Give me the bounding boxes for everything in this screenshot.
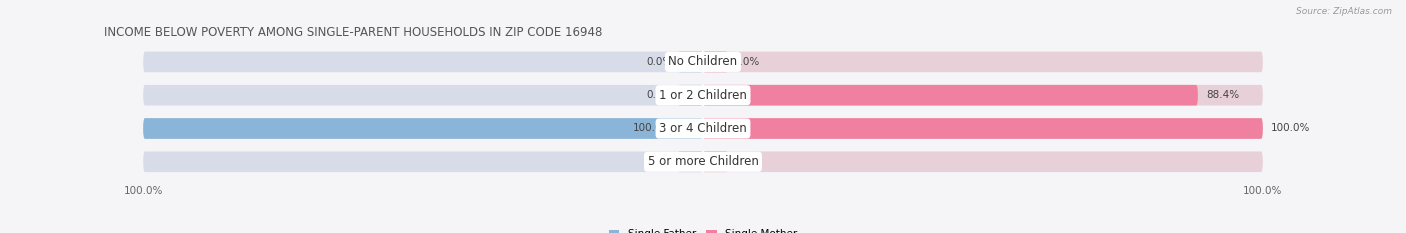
FancyBboxPatch shape — [703, 85, 1263, 106]
Text: INCOME BELOW POVERTY AMONG SINGLE-PARENT HOUSEHOLDS IN ZIP CODE 16948: INCOME BELOW POVERTY AMONG SINGLE-PARENT… — [104, 26, 603, 39]
FancyBboxPatch shape — [703, 151, 1263, 172]
FancyBboxPatch shape — [703, 151, 728, 172]
FancyBboxPatch shape — [703, 118, 1263, 139]
FancyBboxPatch shape — [143, 118, 703, 139]
FancyBboxPatch shape — [143, 51, 703, 72]
Text: 100.0%: 100.0% — [1271, 123, 1310, 134]
Text: 5 or more Children: 5 or more Children — [648, 155, 758, 168]
Text: 0.0%: 0.0% — [645, 157, 672, 167]
FancyBboxPatch shape — [678, 151, 703, 172]
FancyBboxPatch shape — [703, 85, 1198, 106]
FancyBboxPatch shape — [143, 85, 703, 106]
Text: 0.0%: 0.0% — [645, 57, 672, 67]
Text: 0.0%: 0.0% — [734, 57, 761, 67]
FancyBboxPatch shape — [143, 118, 703, 139]
FancyBboxPatch shape — [678, 51, 703, 72]
FancyBboxPatch shape — [143, 151, 703, 172]
Text: 1 or 2 Children: 1 or 2 Children — [659, 89, 747, 102]
Text: 0.0%: 0.0% — [734, 157, 761, 167]
Text: 3 or 4 Children: 3 or 4 Children — [659, 122, 747, 135]
Text: No Children: No Children — [668, 55, 738, 69]
FancyBboxPatch shape — [703, 51, 728, 72]
Text: 0.0%: 0.0% — [645, 90, 672, 100]
FancyBboxPatch shape — [678, 85, 703, 106]
FancyBboxPatch shape — [703, 51, 1263, 72]
Legend: Single Father, Single Mother: Single Father, Single Mother — [609, 230, 797, 233]
Text: 100.0%: 100.0% — [633, 123, 672, 134]
Text: 88.4%: 88.4% — [1206, 90, 1239, 100]
FancyBboxPatch shape — [703, 118, 1263, 139]
Text: Source: ZipAtlas.com: Source: ZipAtlas.com — [1296, 7, 1392, 16]
